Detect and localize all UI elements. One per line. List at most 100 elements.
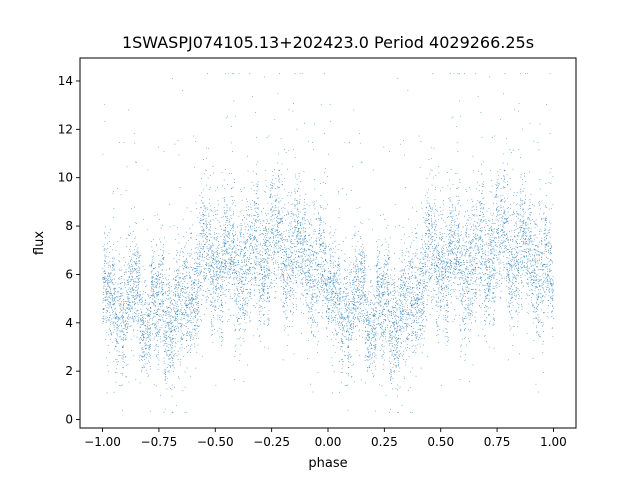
data-point xyxy=(328,316,329,318)
data-point xyxy=(281,218,283,219)
data-point xyxy=(232,284,234,285)
data-point xyxy=(304,256,306,257)
data-point xyxy=(155,321,157,323)
data-point xyxy=(130,245,131,247)
data-point xyxy=(203,230,205,231)
data-point xyxy=(405,326,407,327)
data-point xyxy=(376,283,378,285)
data-point xyxy=(309,276,311,278)
data-point xyxy=(493,317,494,319)
data-point xyxy=(117,291,119,292)
data-point xyxy=(540,293,542,295)
data-point xyxy=(104,308,105,310)
data-point xyxy=(373,315,375,317)
data-point xyxy=(363,284,364,286)
data-point xyxy=(243,240,245,242)
data-point xyxy=(532,283,533,284)
data-point xyxy=(171,411,173,413)
data-point xyxy=(373,322,375,323)
data-point xyxy=(328,286,330,288)
data-point xyxy=(202,214,204,215)
data-point xyxy=(293,311,294,313)
data-point xyxy=(485,295,487,297)
data-point xyxy=(186,287,188,289)
data-point xyxy=(393,290,395,292)
data-point xyxy=(156,385,157,387)
data-point xyxy=(302,313,304,315)
data-point xyxy=(542,252,543,254)
data-point xyxy=(172,316,174,318)
data-point xyxy=(184,302,186,304)
data-point xyxy=(130,309,131,311)
data-point xyxy=(363,323,364,325)
data-point xyxy=(305,281,306,283)
data-point xyxy=(176,309,178,311)
data-point xyxy=(537,286,539,288)
data-point xyxy=(432,245,433,247)
data-point xyxy=(125,338,127,340)
data-point xyxy=(287,277,289,279)
data-point xyxy=(321,279,323,281)
data-point xyxy=(244,299,246,301)
data-point xyxy=(482,216,484,218)
data-point xyxy=(335,287,336,289)
data-point xyxy=(438,290,440,292)
data-point xyxy=(282,251,283,253)
data-point xyxy=(293,103,294,104)
data-point xyxy=(443,277,444,279)
data-point xyxy=(492,293,494,294)
data-point xyxy=(179,297,181,298)
data-point xyxy=(396,309,398,310)
data-point xyxy=(485,267,486,269)
data-point xyxy=(398,277,400,279)
data-point xyxy=(165,325,167,326)
data-point xyxy=(548,300,549,301)
data-point xyxy=(168,336,170,338)
data-point xyxy=(439,238,440,240)
data-point xyxy=(323,242,324,244)
data-point xyxy=(130,291,132,292)
data-point xyxy=(479,202,480,204)
data-point xyxy=(503,245,505,247)
data-point xyxy=(455,255,457,256)
data-point xyxy=(348,316,350,317)
data-point xyxy=(499,119,501,120)
data-point xyxy=(295,246,297,247)
data-point xyxy=(382,283,384,284)
data-point xyxy=(401,285,403,286)
data-point xyxy=(157,281,159,283)
data-point xyxy=(194,268,195,269)
data-point xyxy=(494,310,495,311)
data-point xyxy=(103,318,105,320)
data-point xyxy=(397,78,399,79)
data-point xyxy=(409,265,411,267)
data-point xyxy=(434,189,436,190)
data-point xyxy=(240,253,241,255)
data-point xyxy=(352,327,354,328)
data-point xyxy=(465,315,467,317)
data-point xyxy=(246,240,247,241)
data-point xyxy=(180,326,181,327)
data-point xyxy=(143,345,145,347)
data-point xyxy=(215,237,217,238)
data-point xyxy=(478,249,480,251)
data-point xyxy=(148,315,150,317)
data-point xyxy=(125,312,126,314)
data-point xyxy=(146,330,148,332)
data-point xyxy=(147,322,149,323)
data-point xyxy=(356,273,357,274)
data-point xyxy=(447,185,449,187)
data-point xyxy=(318,265,319,267)
data-point xyxy=(493,231,495,233)
data-point xyxy=(383,266,385,268)
data-point xyxy=(467,305,469,306)
data-point xyxy=(344,336,346,338)
data-point xyxy=(269,296,271,298)
data-point xyxy=(282,261,284,262)
data-point xyxy=(161,285,163,287)
data-point xyxy=(154,350,155,351)
data-point xyxy=(476,238,478,239)
data-point xyxy=(377,322,379,324)
data-point xyxy=(195,367,197,369)
data-point xyxy=(221,345,222,347)
